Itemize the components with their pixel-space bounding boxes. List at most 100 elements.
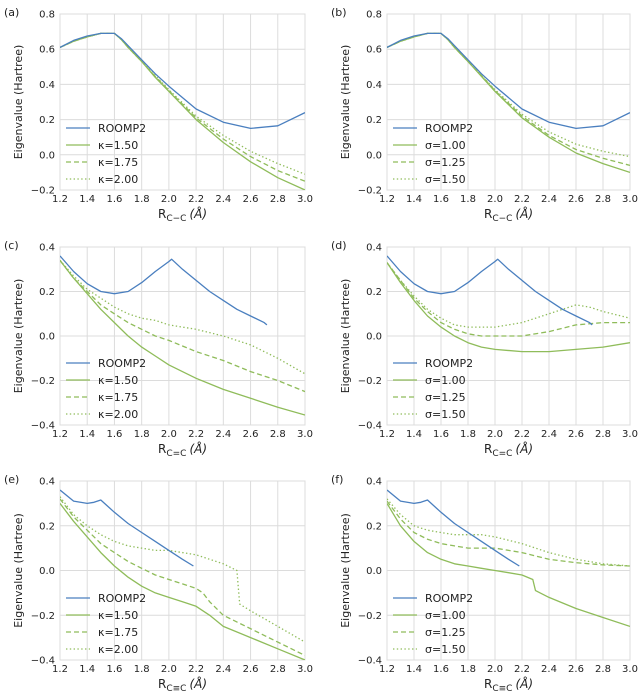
series-line-1.25 <box>387 500 630 567</box>
y-tick-label: −0.4 <box>358 421 382 432</box>
panel-label: (d) <box>331 239 347 252</box>
series-line-1.00 <box>387 262 630 353</box>
legend-label: ROOMP2 <box>98 357 146 370</box>
x-tick-label: 3.0 <box>622 664 638 675</box>
legend-label: σ=1.25 <box>425 391 466 404</box>
x-axis-label-subscript: C=C <box>492 449 512 459</box>
x-tick-label: 2.6 <box>568 194 584 205</box>
x-tick-label: 2.4 <box>215 429 231 440</box>
x-tick-label: 1.8 <box>134 194 150 205</box>
x-tick-label: 2.4 <box>541 194 557 205</box>
series-line-roomp2 <box>60 489 194 567</box>
x-tick-label: 2.8 <box>270 664 286 675</box>
x-tick-label: 2.2 <box>514 194 530 205</box>
y-tick-label: 0.4 <box>39 477 55 488</box>
legend-label: σ=1.00 <box>425 374 466 387</box>
series-line-2.00 <box>60 32 305 175</box>
x-axis-label: RC−C (Å) <box>158 206 207 224</box>
y-tick-label: −0.2 <box>31 186 55 197</box>
x-axis-label-unit: (Å) <box>515 441 533 456</box>
x-tick-label: 2.8 <box>270 194 286 205</box>
x-axis-label-subscript: C−C <box>492 214 512 224</box>
x-tick-label: 1.8 <box>460 429 476 440</box>
y-tick-label: 0.2 <box>366 521 382 532</box>
x-tick-label: 2.4 <box>215 194 231 205</box>
legend-label: σ=1.50 <box>425 408 466 421</box>
y-tick-label: −0.4 <box>358 656 382 667</box>
series-line-roomp2 <box>387 32 630 130</box>
y-axis-label: Eigenvalue (Hartree) <box>12 279 25 394</box>
x-axis-label-main: R <box>158 442 166 456</box>
y-tick-label: −0.2 <box>31 611 55 622</box>
x-tick-label: 3.0 <box>297 664 313 675</box>
x-tick-label: 1.2 <box>379 194 395 205</box>
y-tick-label: 0.8 <box>366 10 382 21</box>
panel-label: (b) <box>331 6 347 19</box>
x-tick-label: 1.8 <box>460 664 476 675</box>
x-tick-label: 1.4 <box>79 664 95 675</box>
x-tick-label: 1.2 <box>379 664 395 675</box>
x-axis-label: RC=C (Å) <box>484 441 533 459</box>
series-line-1.00 <box>387 503 630 628</box>
legend-label: σ=1.00 <box>425 609 466 622</box>
x-axis-label-unit: (Å) <box>515 206 533 221</box>
panel-label: (a) <box>4 6 19 19</box>
x-tick-label: 1.2 <box>52 664 68 675</box>
x-tick-label: 2.6 <box>243 429 259 440</box>
chart-panel-5: 1.2 1.4 1.6 1.8 2.0 2.2 2.4 2.6 2.8 3.0 −0.4 −0.2 0.… <box>4 473 313 692</box>
x-tick-label: 2.0 <box>161 194 177 205</box>
y-tick-label: 0.0 <box>39 566 55 577</box>
series-line-1.50 <box>387 32 630 158</box>
x-tick-label: 1.4 <box>79 429 95 440</box>
y-tick-label: 0.6 <box>366 45 382 56</box>
y-tick-label: 0.0 <box>366 332 382 343</box>
series-line-2.00 <box>60 259 305 375</box>
y-tick-label: 0.4 <box>366 243 382 254</box>
x-tick-label: 2.0 <box>487 429 503 440</box>
legend-label: ROOMP2 <box>98 122 146 135</box>
legend-label: κ=1.50 <box>98 609 138 622</box>
x-tick-label: 2.2 <box>188 429 204 440</box>
legend-label: κ=2.00 <box>98 173 138 186</box>
chart-panel-3: 1.2 1.4 1.6 1.8 2.0 2.2 2.4 2.6 2.8 3.0 −0.4 −0.2 0.… <box>4 239 313 459</box>
x-tick-label: 1.2 <box>52 429 68 440</box>
y-tick-label: 0.8 <box>39 10 55 21</box>
x-tick-label: 1.6 <box>106 429 122 440</box>
x-axis-label-unit: (Å) <box>189 206 207 221</box>
y-tick-label: 0.0 <box>39 150 55 161</box>
legend-label: κ=1.75 <box>98 626 138 639</box>
x-tick-label: 2.8 <box>270 429 286 440</box>
x-tick-label: 1.4 <box>406 429 422 440</box>
chart-panel-6: 1.2 1.4 1.6 1.8 2.0 2.2 2.4 2.6 2.8 3.0 −0.4 −0.2 0.… <box>331 473 638 692</box>
legend-label: σ=1.50 <box>425 173 466 186</box>
panel-label: (c) <box>4 239 19 252</box>
x-axis-label-subscript: C≡C <box>166 684 186 692</box>
legend-label: ROOMP2 <box>425 592 473 605</box>
legend-label: κ=2.00 <box>98 643 138 656</box>
x-tick-label: 2.0 <box>161 429 177 440</box>
panel-label: (e) <box>4 473 19 486</box>
legend-label: σ=1.00 <box>425 139 466 152</box>
x-tick-label: 1.4 <box>79 194 95 205</box>
x-tick-label: 2.0 <box>487 664 503 675</box>
y-axis-label: Eigenvalue (Hartree) <box>339 279 352 394</box>
x-tick-label: 1.8 <box>460 194 476 205</box>
x-tick-label: 2.6 <box>568 664 584 675</box>
x-tick-label: 2.4 <box>541 429 557 440</box>
y-axis-label: Eigenvalue (Hartree) <box>12 45 25 160</box>
x-axis-label-subscript: C≡C <box>492 684 512 692</box>
legend-label: ROOMP2 <box>425 357 473 370</box>
x-tick-label: 2.4 <box>541 664 557 675</box>
x-tick-label: 2.2 <box>514 664 530 675</box>
x-tick-label: 2.6 <box>243 194 259 205</box>
x-tick-label: 3.0 <box>297 194 313 205</box>
x-tick-label: 2.8 <box>595 429 611 440</box>
x-tick-label: 2.4 <box>215 664 231 675</box>
y-tick-label: 0.0 <box>39 332 55 343</box>
x-tick-label: 2.0 <box>487 194 503 205</box>
legend-label: κ=1.75 <box>98 391 138 404</box>
series-line-roomp2 <box>60 255 268 326</box>
legend-label: σ=1.25 <box>425 156 466 169</box>
x-axis-label-unit: (Å) <box>189 441 207 456</box>
